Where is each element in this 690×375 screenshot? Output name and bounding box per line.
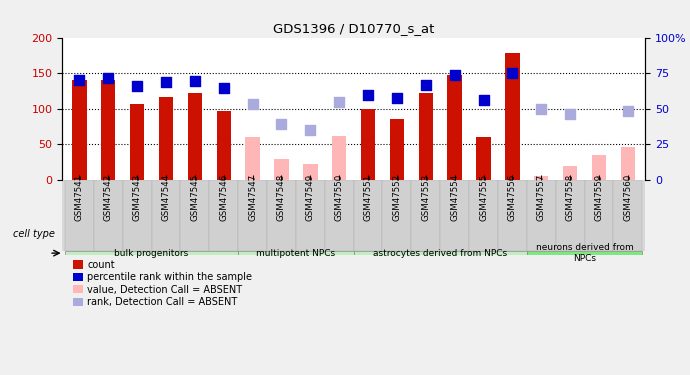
Bar (274, 159, 288, 180)
Bar (303, 164, 317, 180)
FancyBboxPatch shape (526, 180, 555, 251)
Title: GDS1396 / D10770_s_at: GDS1396 / D10770_s_at (273, 22, 434, 35)
Bar (332, 136, 346, 180)
Bar (130, 104, 144, 180)
Point (218, 85, 229, 91)
FancyBboxPatch shape (498, 180, 526, 251)
Point (74, 77, 85, 83)
FancyBboxPatch shape (469, 180, 498, 251)
FancyBboxPatch shape (555, 180, 584, 251)
FancyBboxPatch shape (65, 251, 238, 255)
Bar (246, 137, 260, 180)
Legend: count, percentile rank within the sample, value, Detection Call = ABSENT, rank, : count, percentile rank within the sample… (72, 260, 253, 307)
Point (507, 70, 518, 76)
FancyBboxPatch shape (353, 251, 526, 255)
Point (189, 78, 200, 84)
FancyBboxPatch shape (238, 251, 353, 255)
Bar (476, 137, 491, 180)
FancyBboxPatch shape (353, 180, 382, 251)
Point (478, 97, 489, 103)
FancyBboxPatch shape (209, 180, 238, 251)
Text: neurons derived from
NPCs: neurons derived from NPCs (535, 243, 633, 263)
FancyBboxPatch shape (94, 180, 123, 251)
Point (535, 106, 546, 112)
Bar (563, 166, 578, 180)
Bar (72, 80, 87, 180)
FancyBboxPatch shape (181, 180, 209, 251)
Bar (159, 97, 173, 180)
Bar (592, 155, 607, 180)
Point (564, 111, 575, 117)
FancyBboxPatch shape (238, 180, 267, 251)
FancyBboxPatch shape (152, 180, 181, 251)
Bar (101, 80, 115, 180)
Text: astrocytes derived from NPCs: astrocytes derived from NPCs (373, 249, 507, 258)
Point (161, 79, 172, 85)
Bar (447, 75, 462, 180)
FancyBboxPatch shape (267, 180, 296, 251)
FancyBboxPatch shape (382, 180, 411, 251)
Point (420, 82, 431, 88)
Point (276, 122, 287, 128)
Point (334, 99, 345, 105)
Bar (217, 111, 231, 180)
Bar (390, 119, 404, 180)
Bar (361, 109, 375, 180)
Point (247, 102, 258, 108)
FancyBboxPatch shape (123, 180, 152, 251)
Text: multipotent NPCs: multipotent NPCs (256, 249, 335, 258)
FancyBboxPatch shape (296, 180, 325, 251)
Bar (620, 147, 635, 180)
FancyBboxPatch shape (526, 251, 642, 255)
Point (103, 75, 114, 81)
FancyBboxPatch shape (584, 180, 613, 251)
FancyBboxPatch shape (440, 180, 469, 251)
Point (391, 95, 402, 101)
Bar (419, 93, 433, 180)
Bar (505, 53, 520, 180)
Bar (188, 93, 202, 180)
FancyBboxPatch shape (325, 180, 353, 251)
Text: bulk progenitors: bulk progenitors (115, 249, 188, 258)
Point (132, 83, 143, 89)
Text: cell type: cell type (13, 230, 55, 239)
Bar (534, 177, 549, 180)
Point (305, 127, 316, 133)
Point (362, 92, 373, 98)
FancyBboxPatch shape (65, 180, 94, 251)
Point (449, 72, 460, 78)
FancyBboxPatch shape (411, 180, 440, 251)
Point (622, 108, 633, 114)
FancyBboxPatch shape (613, 180, 642, 251)
